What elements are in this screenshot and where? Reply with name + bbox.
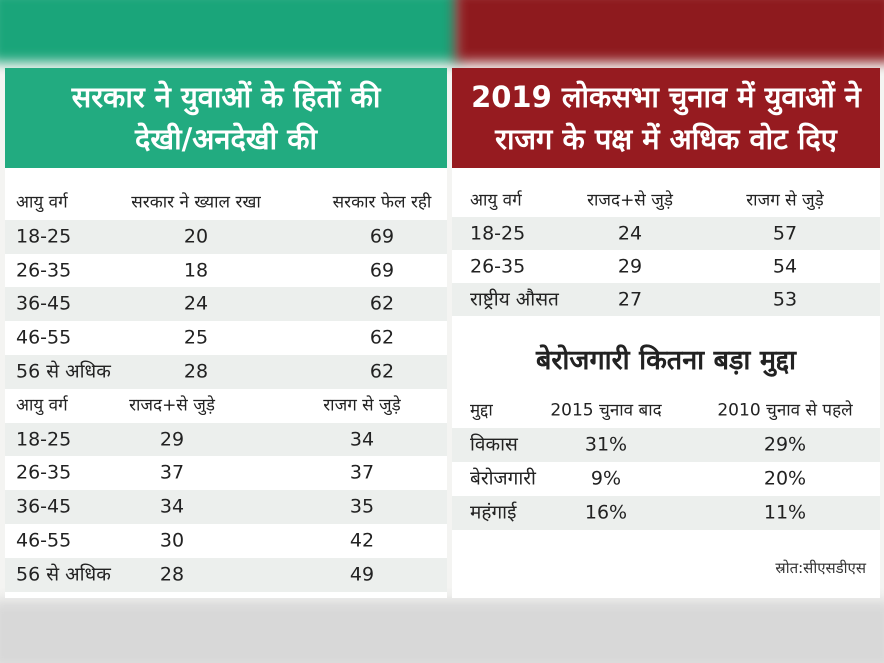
right-title: 2019 लोकसभा चुनाव में युवाओं ने राजग के … [452, 68, 880, 168]
table-cell: 29 [617, 255, 643, 277]
table-cell: 26-35 [16, 461, 72, 484]
table-cell: 37 [159, 461, 185, 484]
header-row [5, 388, 447, 423]
table-cell: 57 [772, 222, 798, 244]
blurred-band [455, 0, 884, 62]
header-cell: सरकार ने ख्याल रखा [131, 192, 261, 213]
left-title: सरकार ने युवाओं के हितों की देखी/अनदेखी … [5, 68, 447, 168]
table-cell: 54 [772, 255, 798, 277]
table-cell: 28 [183, 360, 209, 383]
table-cell: 49 [349, 563, 375, 586]
table-cell: 18-25 [16, 225, 72, 248]
table-cell: 11% [763, 501, 807, 524]
table-cell: 69 [369, 259, 395, 281]
table-cell: 62 [369, 326, 395, 349]
table-cell: 29 [159, 428, 185, 450]
table-row [452, 428, 880, 462]
table-row [5, 219, 447, 254]
table-cell: विकास [470, 433, 518, 456]
header-row [452, 184, 880, 217]
table-row [452, 496, 880, 530]
table-cell: महंगाई [470, 501, 517, 524]
table-cell: 24 [617, 222, 643, 244]
table-cell: 69 [369, 225, 395, 248]
table-cell: 24 [183, 292, 209, 315]
source: स्रोत:सीएसडीएस [775, 559, 866, 577]
table-cell: 46-55 [16, 326, 72, 349]
table-row [5, 557, 447, 592]
table-cell: 46-55 [16, 529, 72, 552]
title-line: देखी/अनदेखी की [135, 122, 317, 156]
header-cell: राजग से जुड़े [323, 395, 401, 416]
table-cell: 18-25 [470, 222, 526, 244]
table-row [452, 462, 880, 496]
header-cell: राजग से जुड़े [746, 190, 824, 210]
header-row [452, 394, 880, 428]
table-cell: 36-45 [16, 292, 72, 315]
table-cell: 20% [763, 467, 807, 490]
table-row [5, 321, 447, 355]
table-cell: 16% [584, 501, 628, 524]
table-row [5, 422, 447, 457]
header-cell: मुद्दा [470, 400, 493, 421]
header-cell: 2010 चुनाव से पहले [717, 400, 853, 421]
blurred-band [0, 0, 460, 62]
blurred-band [0, 600, 884, 663]
table-cell: 28 [159, 563, 185, 586]
table-cell: 62 [369, 292, 395, 315]
table-cell: 36-45 [16, 495, 72, 518]
table-cell: 29% [763, 433, 807, 456]
table-cell: 27 [617, 288, 643, 310]
table-cell: बेरोजगारी [470, 467, 536, 490]
header-cell: 2015 चुनाव बाद [550, 400, 662, 421]
title-line: 2019 लोकसभा चुनाव में युवाओं ने [471, 80, 861, 114]
table-cell: 31% [584, 433, 628, 456]
table-cell: 26-35 [470, 255, 526, 277]
table-row [5, 355, 447, 389]
table-row [5, 490, 447, 524]
table-row [5, 287, 447, 322]
table-row [452, 250, 880, 283]
table-cell: 18 [183, 259, 209, 281]
table-cell: 56 से अधिक [16, 360, 111, 383]
table-cell: 26-35 [16, 259, 72, 281]
table-row [452, 217, 880, 250]
table-row [452, 283, 880, 316]
table-row [5, 253, 447, 288]
table-cell: 9% [590, 467, 622, 490]
header-cell: राजद+से जुड़े [129, 395, 215, 416]
header-cell: आयु वर्ग [470, 190, 522, 210]
table-cell: 18-25 [16, 428, 72, 450]
table-cell: 42 [349, 529, 375, 552]
table-cell: 53 [772, 288, 798, 310]
header-cell: आयु वर्ग [16, 192, 68, 213]
table-row [5, 524, 447, 558]
table-cell: 30 [159, 529, 185, 552]
table-cell: 34 [159, 495, 185, 518]
table-cell: 25 [183, 326, 209, 349]
header-cell: सरकार फेल रही [332, 192, 432, 213]
header-cell: आयु वर्ग [16, 395, 68, 416]
table-cell: 37 [349, 461, 375, 484]
header-row [5, 186, 447, 220]
table-cell: 20 [183, 225, 209, 248]
header-cell: राजद+से जुड़े [587, 190, 673, 210]
table-cell: 62 [369, 360, 395, 383]
table-cell: 56 से अधिक [16, 563, 111, 586]
table-row [5, 456, 447, 491]
title-line: राजग के पक्ष में अधिक वोट दिए [495, 122, 837, 156]
subtitle: बेरोजगारी कितना बड़ा मुद्दा [535, 345, 797, 376]
title-line: सरकार ने युवाओं के हितों की [71, 80, 381, 114]
table-cell: राष्ट्रीय औसत [470, 288, 559, 310]
table-cell: 34 [349, 428, 375, 450]
table-cell: 35 [349, 495, 375, 518]
